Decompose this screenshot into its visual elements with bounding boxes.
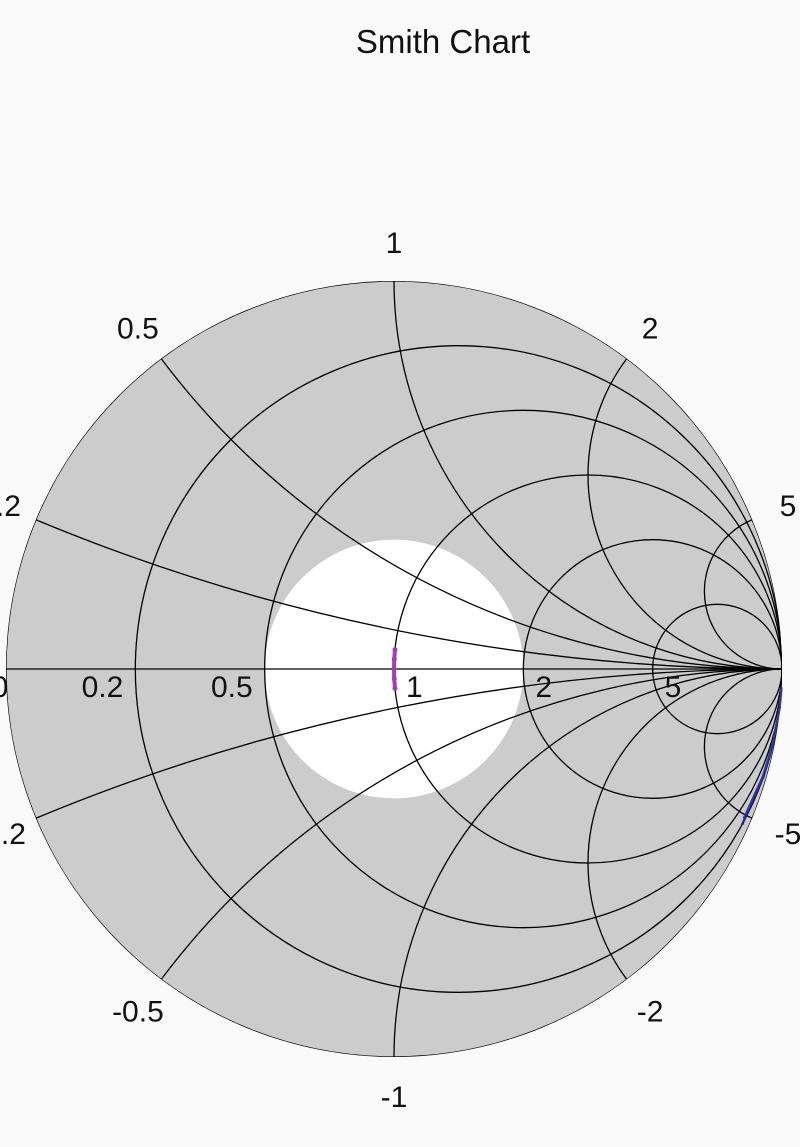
- reactance-label: 1: [386, 227, 403, 260]
- reactance-arc: [587, 358, 782, 670]
- data-point: [741, 822, 744, 826]
- real-axis-label: 0.2: [82, 671, 124, 704]
- chart-title: Smith Chart: [356, 23, 530, 60]
- reactance-label: 2: [642, 313, 659, 346]
- reactance-arc: [587, 668, 782, 980]
- reactance-label: -1: [381, 1081, 408, 1114]
- reactance-label: 0.2: [0, 490, 21, 523]
- real-axis-label: 0.5: [211, 671, 253, 704]
- reactance-arc: [703, 668, 782, 819]
- reactance-label: -0.2: [0, 818, 26, 851]
- resistance-circle: [134, 345, 782, 993]
- data-point: [392, 647, 398, 653]
- reactance-arc: [160, 668, 782, 980]
- resistance-circle: [522, 539, 782, 799]
- data-point: [778, 706, 781, 709]
- data-point: [391, 666, 397, 672]
- reactance-arc: [703, 519, 782, 670]
- reactance-label: -2: [637, 995, 664, 1028]
- reactance-arc: [35, 519, 782, 670]
- reactance-arc: [393, 281, 782, 670]
- reactance-label: -5: [775, 818, 800, 851]
- reactance-arc: [393, 668, 782, 1057]
- reactance-arc: [35, 668, 782, 819]
- real-axis-label: 0: [0, 671, 8, 704]
- reactance-arc: [160, 358, 782, 670]
- reactance-label: -0.5: [112, 995, 164, 1028]
- real-axis-label: 2: [535, 671, 552, 704]
- data-point: [780, 687, 783, 690]
- real-axis-label: 1: [406, 671, 423, 704]
- data-point: [391, 656, 397, 662]
- reactance-label: 0.5: [117, 313, 159, 346]
- data-point: [742, 816, 746, 819]
- data-point: [771, 744, 774, 747]
- data-point: [761, 775, 765, 778]
- data-point: [392, 685, 398, 691]
- data-point: [391, 676, 397, 682]
- real-axis-label: 5: [665, 671, 682, 704]
- reactance-label: 5: [780, 490, 797, 523]
